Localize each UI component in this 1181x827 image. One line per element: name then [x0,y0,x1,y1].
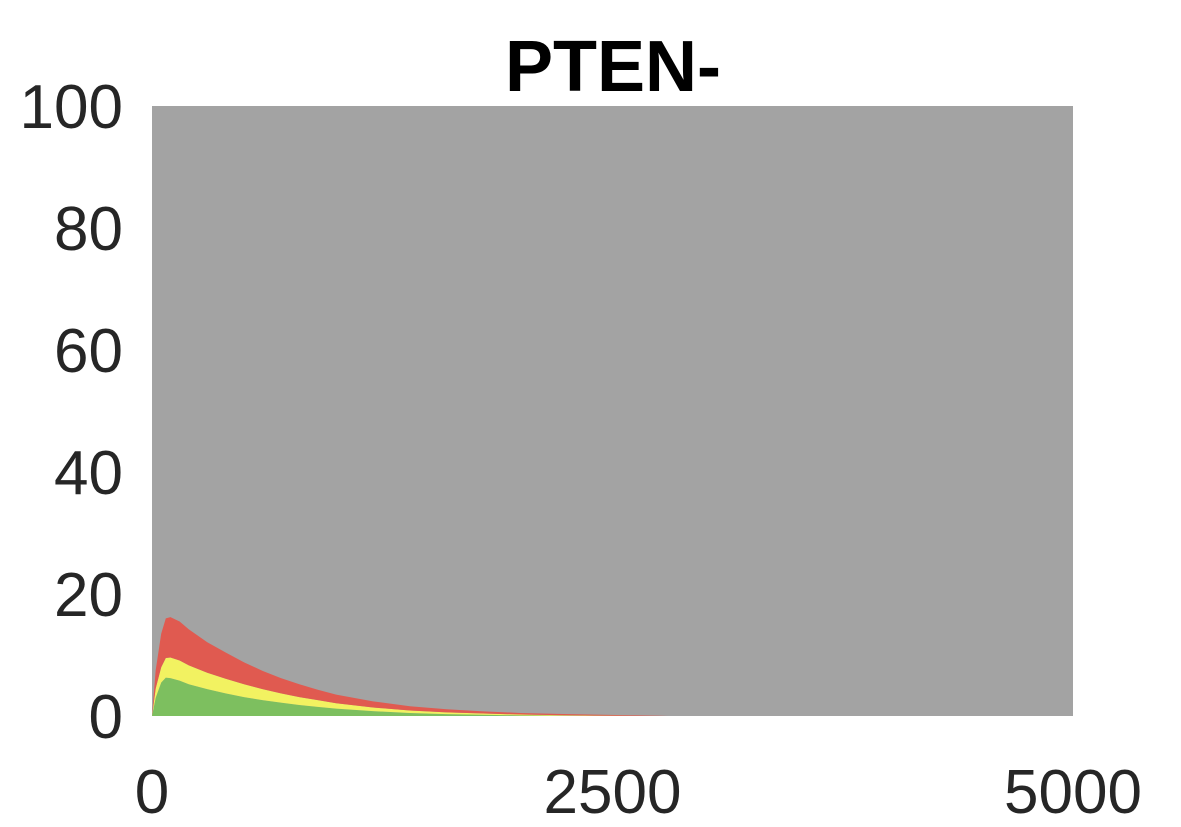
y-tick-label: 40 [54,439,123,508]
y-tick-labels: 0 20 40 60 80 100 [20,73,123,752]
y-tick-label: 100 [20,73,123,142]
y-tick-label: 80 [54,195,123,264]
x-tick-label: 5000 [1004,758,1142,827]
series-area-0 [152,677,1073,716]
chart-title: PTEN- [505,27,721,107]
y-tick-label: 0 [89,683,123,752]
y-tick-label: 20 [54,561,123,630]
y-tick-label: 60 [54,317,123,386]
plot-area-background [152,106,1073,716]
x-tick-label: 0 [135,758,169,827]
x-tick-labels: 0 2500 5000 [135,758,1142,827]
series-layer [152,617,1073,716]
x-tick-label: 2500 [544,758,682,827]
